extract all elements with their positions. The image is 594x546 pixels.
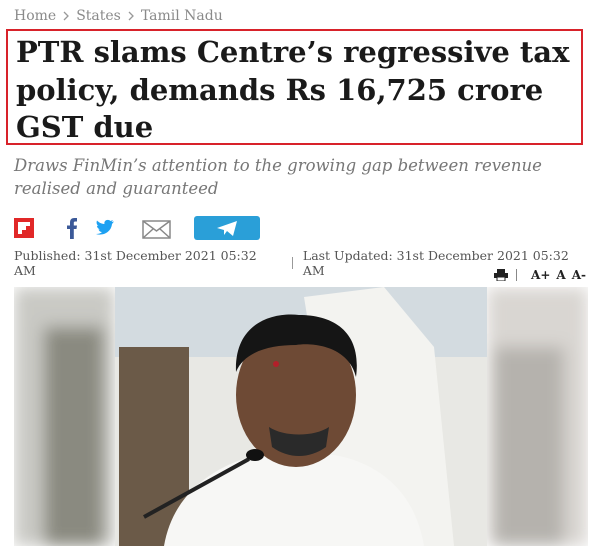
article-tools: A+ A A-: [494, 268, 586, 282]
breadcrumb: Home States Tamil Nadu: [14, 8, 223, 24]
subtitle: Draws FinMin’s attention to the growing …: [14, 156, 542, 198]
telegram[interactable]: [194, 216, 260, 240]
flipboard[interactable]: [14, 218, 34, 238]
headline-box: PTR slams Centre’s regressive tax policy…: [6, 29, 583, 145]
dates: Published: 31st December 2021 05:32 AM L…: [14, 248, 594, 278]
published-date: Published: 31st December 2021 05:32 AM: [14, 248, 257, 278]
divider: [291, 257, 293, 269]
divider: [516, 269, 518, 281]
updated-date: Last Updated: 31st December 2021 05:32 A…: [302, 248, 569, 278]
font-normal[interactable]: A: [556, 268, 566, 282]
breadcrumb-link[interactable]: Home: [14, 8, 57, 24]
email[interactable]: [142, 220, 171, 239]
breadcrumb-link[interactable]: Tamil Nadu: [140, 8, 223, 24]
chevron: [128, 11, 134, 21]
breadcrumb-link[interactable]: States: [76, 8, 121, 24]
chevron: [63, 11, 70, 21]
print-button[interactable]: [494, 269, 509, 281]
article-photo: [14, 287, 588, 546]
font-increase[interactable]: A+: [531, 268, 551, 282]
font-decrease[interactable]: A-: [571, 268, 586, 282]
headline: PTR slams Centre’s regressive tax policy…: [16, 35, 570, 144]
twitter[interactable]: [96, 219, 114, 235]
facebook[interactable]: [67, 218, 77, 239]
share-icons: [14, 216, 260, 240]
